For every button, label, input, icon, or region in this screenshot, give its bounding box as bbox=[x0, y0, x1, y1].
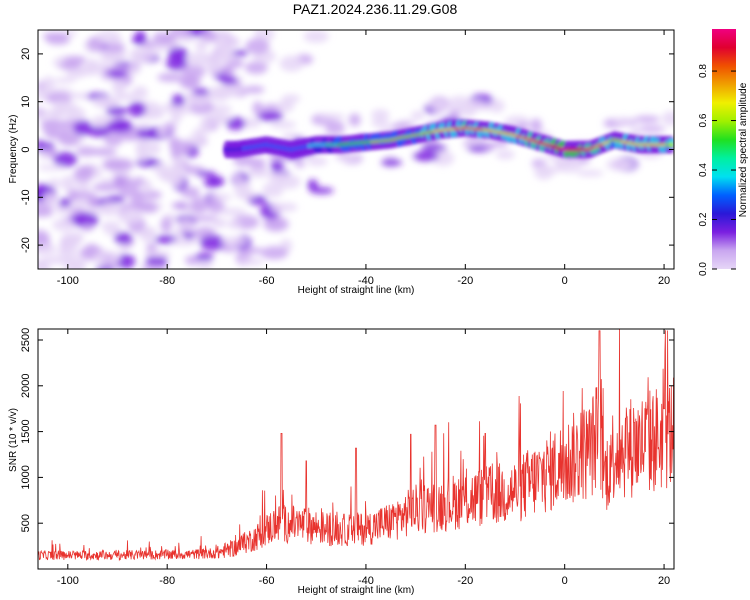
snr-ticks: -100 -80 -60 -40 -20 0 20 500 1000 1500 2000 2500 bbox=[20, 328, 674, 587]
snr-ylabel: SNR (10 * v/v) bbox=[8, 408, 19, 472]
x-tick-label: 20 bbox=[658, 275, 670, 287]
x-tick-label: -40 bbox=[358, 275, 374, 287]
spectrogram-xlabel: Height of straight line (km) bbox=[298, 285, 415, 296]
spectrogram-heatmap bbox=[38, 30, 674, 269]
colorbar-label: Normalized spectral amplitude bbox=[738, 82, 749, 217]
x-tick-label: 0 bbox=[562, 275, 568, 287]
x-tick-label: -60 bbox=[259, 575, 275, 587]
y-tick-label: 0 bbox=[20, 146, 32, 152]
x-tick-label: -20 bbox=[457, 575, 473, 587]
chart-title: PAZ1.2024.236.11.29.G08 bbox=[292, 1, 458, 17]
colorbar-tick-label: 0.2 bbox=[698, 212, 709, 226]
x-tick-label: -80 bbox=[159, 275, 175, 287]
colorbar-tick-label: 0.6 bbox=[698, 113, 709, 127]
y-tick-label: 1000 bbox=[20, 465, 32, 489]
y-tick-label: 1500 bbox=[20, 419, 32, 443]
colorbar: 0.0 0.2 0.4 0.6 0.8 Normalized spectral ampl… bbox=[698, 29, 749, 276]
spectrogram-ylabel: Frequency (Hz) bbox=[8, 115, 19, 184]
x-tick-label: -40 bbox=[358, 575, 374, 587]
signal-ridge bbox=[222, 118, 674, 159]
x-tick-label: -80 bbox=[159, 575, 175, 587]
x-tick-label: -60 bbox=[259, 275, 275, 287]
y-tick-label: 2000 bbox=[20, 374, 32, 398]
x-tick-label: 20 bbox=[658, 575, 670, 587]
x-tick-label: -20 bbox=[457, 275, 473, 287]
x-tick-label: -100 bbox=[57, 575, 79, 587]
colorbar-ticks: 0.0 0.2 0.4 0.6 0.8 bbox=[698, 64, 736, 276]
colorbar-tick-label: 0.4 bbox=[698, 163, 709, 177]
y-tick-label: 500 bbox=[20, 514, 32, 532]
snr-frame bbox=[37, 328, 675, 570]
y-tick-label: 2500 bbox=[20, 328, 32, 352]
colorbar-tick-label: 0.0 bbox=[698, 262, 709, 276]
snr-series-line bbox=[38, 329, 674, 562]
colorbar-gradient bbox=[712, 29, 736, 269]
y-tick-label: 20 bbox=[20, 48, 32, 60]
x-tick-label: -100 bbox=[57, 275, 79, 287]
colorbar-tick-label: 0.8 bbox=[698, 64, 709, 78]
snr-xlabel: Height of straight line (km) bbox=[298, 585, 415, 596]
y-tick-label: 10 bbox=[20, 96, 32, 108]
x-tick-label: 0 bbox=[562, 575, 568, 587]
snr-panel: -100 -80 -60 -40 -20 0 20 500 1000 1500 2000 2500 H… bbox=[8, 328, 675, 596]
y-tick-label: -20 bbox=[20, 237, 32, 253]
y-tick-label: -10 bbox=[20, 189, 32, 205]
